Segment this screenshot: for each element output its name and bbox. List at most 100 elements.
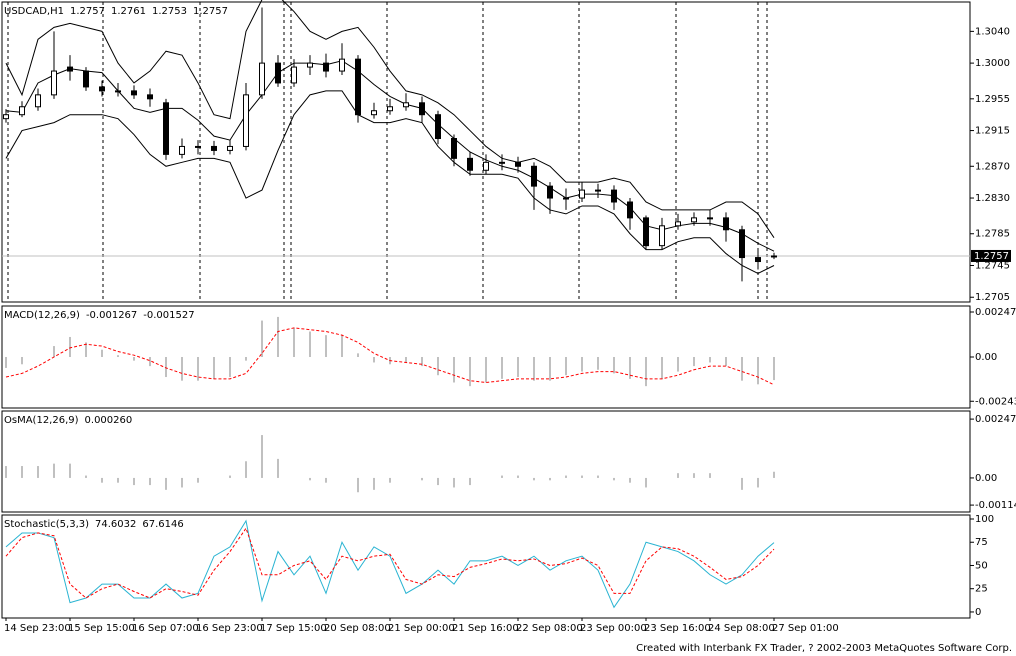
candle-body bbox=[35, 94, 41, 108]
candle-body bbox=[275, 62, 281, 84]
indicator-readout: -0.001527 bbox=[143, 310, 194, 321]
y-tick-label: 1.2915 bbox=[975, 126, 1010, 137]
candle-body bbox=[419, 102, 425, 116]
y-tick-label: 1.2705 bbox=[975, 292, 1010, 303]
signal-line bbox=[5, 527, 775, 599]
indicator-readout: 1.2753 bbox=[152, 6, 187, 17]
candle-body bbox=[563, 197, 569, 200]
indicator-readout: 0.000260 bbox=[85, 415, 133, 426]
y-tick-label: 100 bbox=[975, 514, 994, 525]
candle-body bbox=[307, 62, 313, 68]
y-tick-label: 25 bbox=[975, 584, 988, 595]
y-tick-label: 0.00 bbox=[975, 352, 997, 363]
candle-body bbox=[371, 110, 377, 116]
current-price-box bbox=[971, 249, 1011, 262]
candle-body bbox=[451, 138, 457, 159]
candle-body bbox=[243, 94, 249, 147]
x-tick-label: 22 Sep 08:00 bbox=[516, 623, 583, 634]
candle-body bbox=[131, 90, 137, 96]
y-tick-label: 1.2785 bbox=[975, 229, 1010, 240]
candle-body bbox=[579, 189, 585, 199]
candle-body bbox=[115, 90, 121, 93]
candle-body bbox=[659, 225, 665, 247]
candle-body bbox=[179, 145, 185, 155]
y-tick-label: 1.2955 bbox=[975, 94, 1010, 105]
y-tick-label: 1.2830 bbox=[975, 193, 1010, 204]
candle-body bbox=[531, 165, 537, 187]
candle-body bbox=[547, 185, 553, 199]
candle-body bbox=[323, 62, 329, 72]
x-tick-label: 21 Sep 00:00 bbox=[388, 623, 455, 634]
signal-line bbox=[5, 327, 775, 386]
candle-body bbox=[643, 217, 649, 247]
y-tick-label: 0 bbox=[975, 607, 981, 618]
x-tick-label: 23 Sep 00:00 bbox=[580, 623, 647, 634]
x-tick-label: 15 Sep 15:00 bbox=[68, 623, 135, 634]
candle-body bbox=[467, 157, 473, 171]
y-tick-label: 1.3000 bbox=[975, 58, 1010, 69]
candle-body bbox=[675, 221, 681, 227]
candle-body bbox=[355, 58, 361, 116]
y-tick-label: -0.00114 bbox=[975, 500, 1016, 511]
candle-body bbox=[83, 70, 89, 88]
candle-body bbox=[19, 106, 25, 116]
panel-frame bbox=[1, 514, 971, 619]
indicator-readout: OsMA(12,26,9) bbox=[4, 415, 79, 426]
x-tick-label: 17 Sep 15:00 bbox=[260, 623, 327, 634]
indicator-readout: 67.6146 bbox=[142, 519, 183, 530]
candle-body bbox=[387, 106, 393, 112]
candle-body bbox=[739, 229, 745, 259]
candle-body bbox=[515, 161, 521, 167]
y-tick-label: 0.00 bbox=[975, 473, 997, 484]
candle-body bbox=[595, 189, 601, 192]
candle-body bbox=[147, 94, 153, 100]
x-tick-label: 23 Sep 16:00 bbox=[644, 623, 711, 634]
candle-body bbox=[771, 255, 777, 258]
y-tick-label: 75 bbox=[975, 537, 988, 548]
footer: Created with Interbank FX Trader, ? 2002… bbox=[636, 643, 1012, 654]
x-tick-label: 24 Sep 08:00 bbox=[708, 623, 775, 634]
indicator-readout: 1.2757 bbox=[70, 6, 105, 17]
candle-body bbox=[483, 161, 489, 171]
candle-body bbox=[403, 102, 409, 108]
candle-body bbox=[163, 102, 169, 155]
candle-body bbox=[259, 62, 265, 96]
y-tick-label: 0.00247 bbox=[975, 414, 1016, 425]
candle-body bbox=[627, 201, 633, 219]
current-price-label: 1.2757 bbox=[974, 251, 1009, 262]
candle-body bbox=[755, 257, 761, 263]
x-tick-label: 21 Sep 16:00 bbox=[452, 623, 519, 634]
candle-body bbox=[691, 217, 697, 223]
y-tick-label: 0.00247 bbox=[975, 307, 1016, 318]
candle-body bbox=[227, 145, 233, 151]
indicator-readout: Stochastic(5,3,3) bbox=[4, 519, 89, 530]
indicator-readout: -0.001267 bbox=[86, 310, 137, 321]
candle-body bbox=[611, 189, 617, 203]
indicator-readout: USDCAD,H1 bbox=[4, 6, 64, 17]
candle-body bbox=[291, 66, 297, 84]
candle-body bbox=[435, 114, 441, 140]
y-tick-label: 50 bbox=[975, 560, 988, 571]
candle-body bbox=[3, 114, 9, 120]
indicator-readout: 74.6032 bbox=[95, 519, 136, 530]
candle-body bbox=[51, 70, 57, 96]
candle-body bbox=[707, 217, 713, 220]
candle-body bbox=[499, 161, 505, 164]
y-tick-label: 1.2870 bbox=[975, 161, 1010, 172]
indicator-readout: MACD(12,26,9) bbox=[4, 310, 80, 321]
indicator-readout: 1.2761 bbox=[111, 6, 146, 17]
indicator-readout: 1.2757 bbox=[193, 6, 228, 17]
x-tick-label: 14 Sep 23:00 bbox=[4, 623, 71, 634]
bollinger-band bbox=[5, 0, 775, 238]
main-line bbox=[5, 519, 775, 609]
candle-body bbox=[195, 145, 201, 148]
panel-frame bbox=[1, 1, 971, 303]
candle-body bbox=[339, 58, 345, 72]
panel-frame bbox=[1, 410, 971, 513]
candle-body bbox=[67, 66, 73, 72]
candle-body bbox=[99, 86, 105, 92]
candle-body bbox=[211, 145, 217, 151]
